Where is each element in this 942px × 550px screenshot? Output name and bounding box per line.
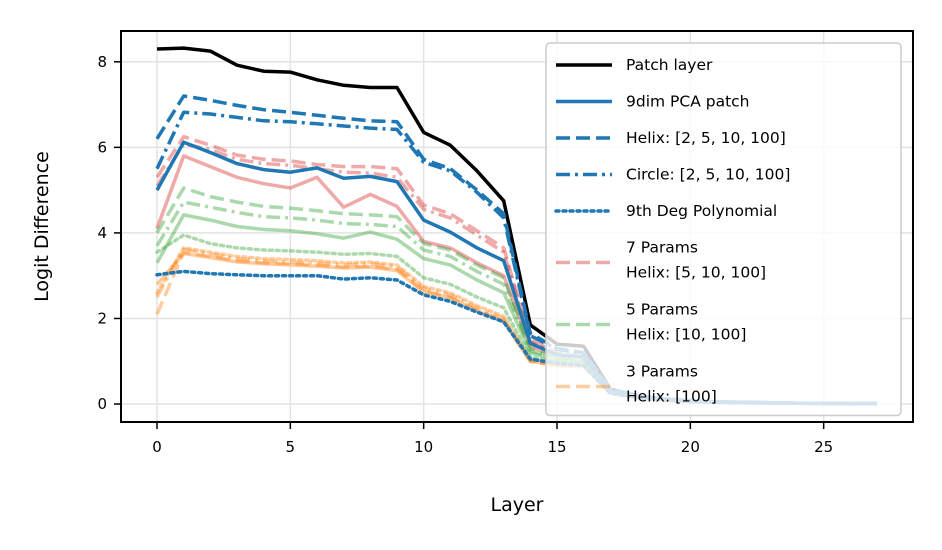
legend: Patch layer 9dim PCA patch Helix: [2, 5, 1… [545, 42, 902, 417]
x-tick-label: 0 [152, 438, 162, 456]
legend-label: 3 Params [626, 363, 698, 381]
plot-frame [120, 30, 914, 423]
y-tick-label: 2 [97, 309, 107, 327]
y-tick-label: 8 [97, 53, 107, 71]
axis-ticks: 0 5 10 15 20 25 0 2 4 6 8 [97, 53, 833, 456]
x-tick-label: 5 [286, 438, 296, 456]
legend-label: 9th Deg Polynomial [626, 202, 777, 220]
legend-label: Helix: [5, 10, 100] [626, 264, 766, 282]
x-tick-label: 10 [414, 438, 433, 456]
legend-label: Helix: [100] [626, 388, 717, 406]
legend-box [545, 42, 902, 417]
x-axis-label: Layer [491, 494, 544, 516]
x-tick-label: 25 [814, 438, 833, 456]
legend-label: Circle: [2, 5, 10, 100] [626, 166, 790, 184]
legend-label: Helix: [2, 5, 10, 100] [626, 129, 786, 147]
x-tick-label: 20 [681, 438, 700, 456]
y-tick-label: 0 [97, 395, 107, 413]
x-tick-label: 15 [547, 438, 566, 456]
y-tick-label: 4 [97, 224, 107, 242]
legend-label: Patch layer [626, 56, 713, 74]
legend-label: 7 Params [626, 239, 698, 257]
legend-label: 9dim PCA patch [626, 93, 750, 111]
y-tick-label: 6 [97, 138, 107, 156]
y-axis-label: Logit Difference [31, 151, 53, 302]
legend-label: 5 Params [626, 301, 698, 319]
legend-label: Helix: [10, 100] [626, 326, 746, 344]
